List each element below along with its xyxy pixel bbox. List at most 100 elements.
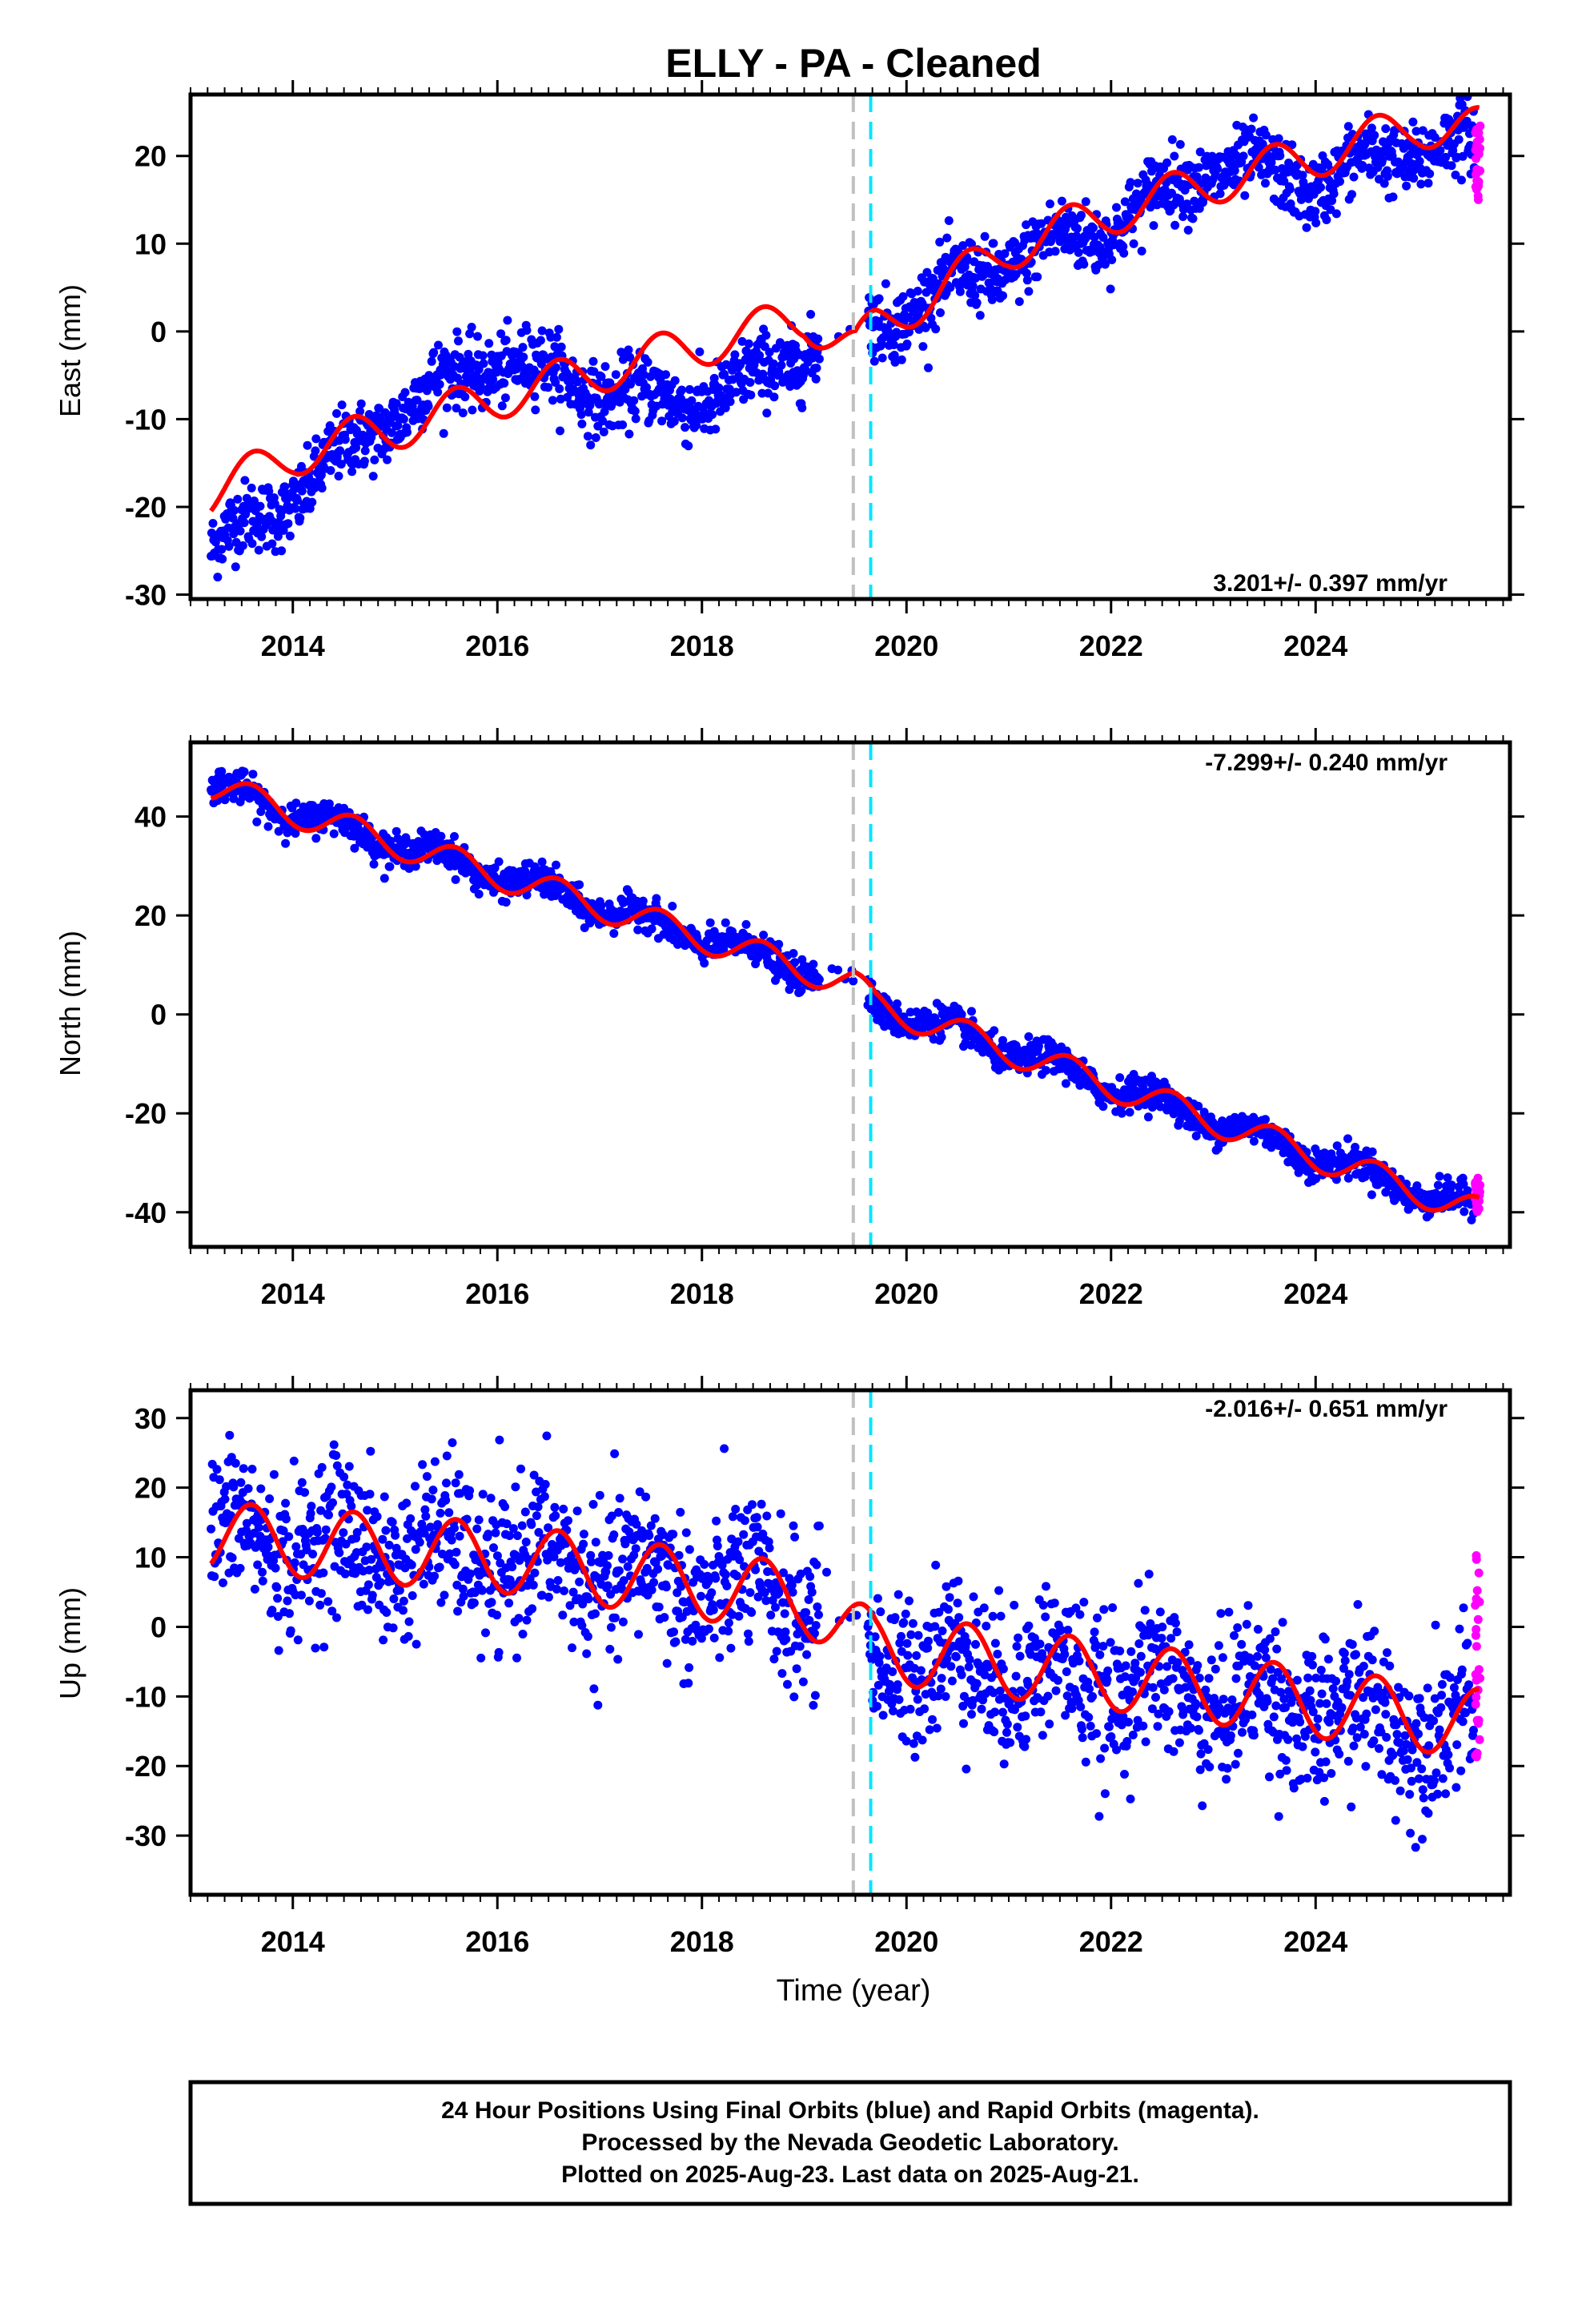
east-final-point	[1098, 233, 1108, 242]
east-final-point	[1418, 126, 1427, 135]
east-rapid-point	[1474, 181, 1484, 190]
north-final-point	[880, 1022, 889, 1031]
up-final-point	[724, 1618, 733, 1627]
east-final-point	[744, 339, 753, 348]
east-final-point	[714, 383, 724, 392]
east-final-point	[989, 239, 998, 248]
east-final-point	[240, 476, 250, 485]
north-x-tick-label: 2014	[261, 1277, 325, 1310]
up-final-point	[311, 1643, 320, 1653]
east-final-point	[217, 545, 227, 554]
north-final-point	[575, 880, 584, 890]
up-final-point	[553, 1576, 563, 1585]
east-final-point	[254, 545, 263, 555]
up-final-point	[328, 1498, 337, 1507]
up-final-point	[634, 1630, 643, 1639]
east-final-point	[1316, 183, 1325, 192]
east-final-point	[931, 324, 941, 334]
up-final-point	[762, 1511, 772, 1521]
east-final-point	[762, 408, 772, 418]
east-final-point	[967, 239, 976, 249]
up-final-point	[572, 1506, 582, 1516]
east-final-point	[1388, 192, 1398, 202]
east-final-point	[355, 407, 365, 416]
east-final-point	[1249, 113, 1259, 123]
east-final-point	[600, 407, 609, 416]
east-final-point	[500, 379, 509, 388]
north-y-axis-label: North (mm)	[54, 931, 86, 1076]
up-final-point	[402, 1498, 412, 1508]
up-final-point	[323, 1597, 333, 1606]
up-final-point	[733, 1537, 743, 1546]
up-final-point	[713, 1542, 722, 1550]
up-final-point	[661, 1582, 671, 1592]
east-final-point	[913, 287, 922, 296]
up-final-point	[452, 1547, 461, 1557]
up-final-point	[281, 1514, 291, 1524]
up-final-point	[681, 1528, 691, 1538]
up-final-point	[508, 1562, 517, 1572]
east-rapid-orbit-points	[1471, 121, 1485, 204]
east-final-point	[213, 573, 223, 582]
up-final-point	[474, 1515, 484, 1525]
east-final-point	[1447, 161, 1456, 171]
east-final-point	[1349, 172, 1359, 182]
east-final-point	[1435, 146, 1445, 155]
east-final-point	[497, 401, 507, 411]
east-final-point	[1408, 117, 1418, 127]
east-final-point	[902, 340, 912, 348]
up-final-point	[455, 1531, 464, 1541]
east-final-point	[429, 348, 439, 357]
up-final-point	[430, 1571, 440, 1581]
up-final-point	[517, 1521, 527, 1530]
up-final-point	[662, 1659, 672, 1668]
east-final-point	[755, 351, 765, 360]
east-final-point	[1370, 131, 1379, 140]
up-final-point	[649, 1578, 659, 1587]
up-final-point	[321, 1525, 331, 1534]
east-y-tick-label: 20	[135, 140, 167, 173]
east-final-point	[898, 292, 908, 301]
east-final-point	[1213, 164, 1223, 174]
up-final-point	[647, 1585, 656, 1594]
up-final-point	[766, 1610, 776, 1620]
up-final-point	[487, 1598, 496, 1607]
east-final-point	[1379, 179, 1389, 188]
east-final-point	[1046, 199, 1054, 209]
east-final-point	[769, 359, 778, 368]
east-final-point	[1106, 284, 1115, 294]
up-final-point	[442, 1451, 452, 1461]
up-final-point	[404, 1631, 413, 1641]
east-final-point	[889, 351, 899, 360]
east-final-point	[478, 351, 488, 360]
east-final-point	[629, 396, 639, 405]
east-final-point	[1011, 270, 1021, 279]
up-final-point	[527, 1520, 536, 1530]
east-final-point	[1137, 247, 1146, 255]
east-final-point	[1022, 268, 1031, 278]
east-final-point	[1129, 239, 1138, 248]
east-final-point	[1378, 155, 1387, 165]
east-final-point	[488, 375, 498, 384]
east-final-point	[1327, 196, 1337, 206]
north-final-point	[391, 826, 401, 836]
east-final-point	[785, 382, 795, 391]
up-final-point	[495, 1435, 504, 1445]
east-final-point	[869, 356, 879, 366]
east-final-point	[267, 539, 277, 549]
x-axis-label: Time (year)	[777, 1974, 931, 2008]
east-final-point	[550, 342, 560, 352]
up-final-point	[511, 1482, 520, 1492]
east-final-point	[777, 360, 786, 370]
east-final-point	[359, 456, 369, 466]
north-final-point	[774, 939, 784, 949]
up-final-point	[605, 1644, 615, 1654]
up-final-point	[726, 1643, 736, 1653]
east-final-point	[987, 295, 997, 304]
up-final-point	[269, 1470, 279, 1479]
north-final-point	[329, 829, 339, 838]
north-final-point	[369, 859, 379, 869]
east-final-point	[685, 384, 694, 394]
east-final-point	[1285, 184, 1295, 194]
east-final-point	[522, 326, 532, 335]
